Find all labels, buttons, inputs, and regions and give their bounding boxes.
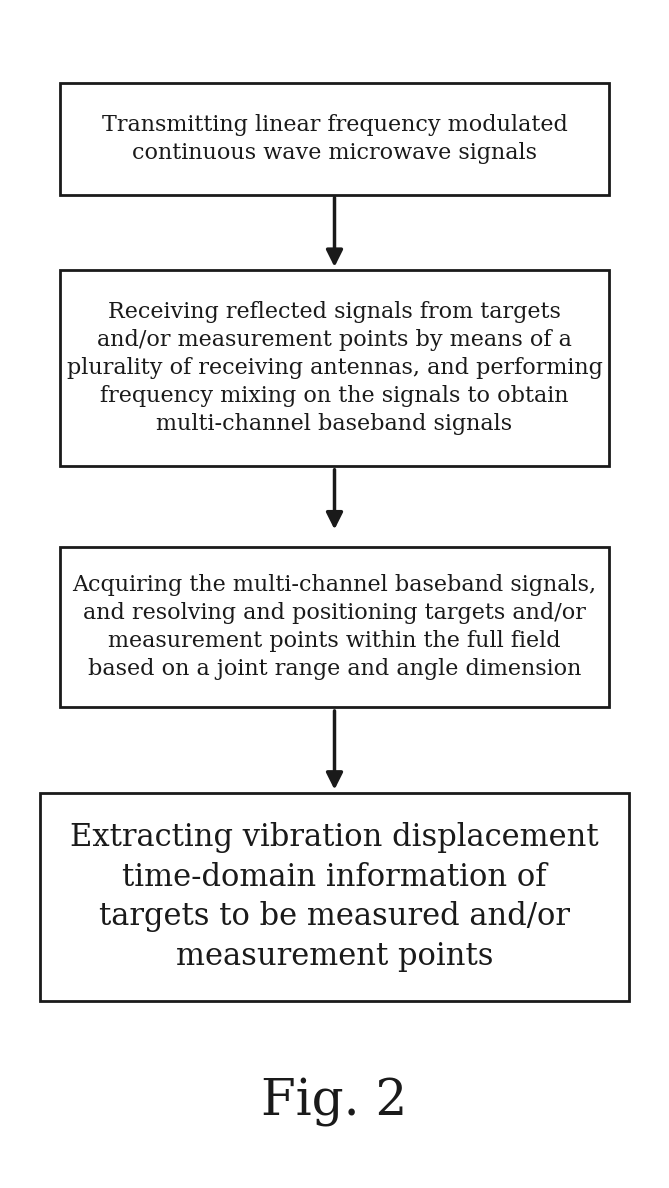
Text: Fig. 2: Fig. 2: [262, 1078, 407, 1127]
FancyBboxPatch shape: [60, 271, 609, 467]
Text: Acquiring the multi-channel baseband signals,
and resolving and positioning targ: Acquiring the multi-channel baseband sig…: [72, 574, 597, 681]
FancyBboxPatch shape: [40, 794, 629, 1000]
FancyBboxPatch shape: [60, 548, 609, 708]
Text: Receiving reflected signals from targets
and/or measurement points by means of a: Receiving reflected signals from targets…: [66, 302, 603, 435]
Text: Transmitting linear frequency modulated
continuous wave microwave signals: Transmitting linear frequency modulated …: [102, 114, 567, 164]
Text: Extracting vibration displacement
time-domain information of
targets to be measu: Extracting vibration displacement time-d…: [70, 822, 599, 972]
FancyBboxPatch shape: [60, 83, 609, 195]
